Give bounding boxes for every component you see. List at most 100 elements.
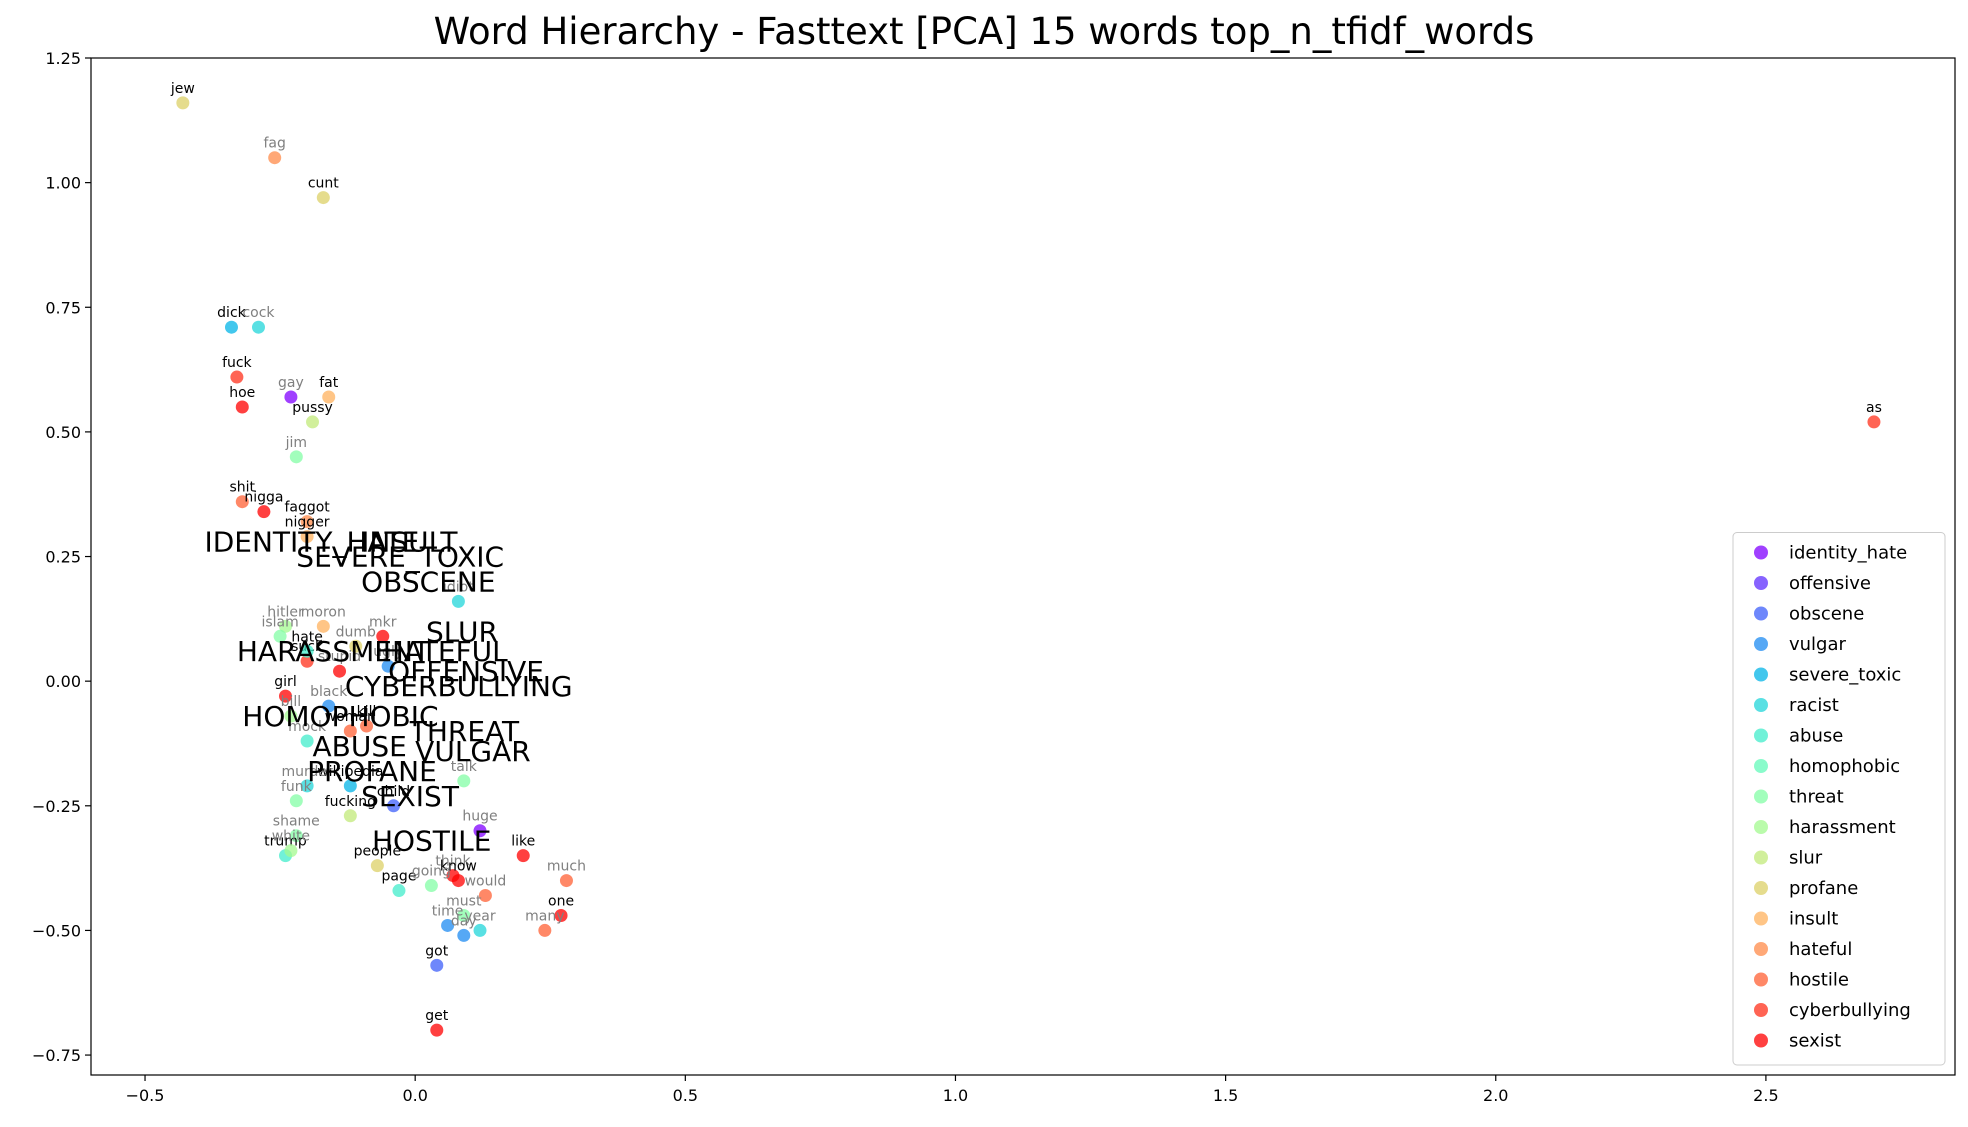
y-tick-label: 0.00 [45, 672, 81, 691]
data-point [554, 908, 568, 922]
y-tick-label: 0.75 [45, 298, 81, 317]
y-tick-label: 0.50 [45, 423, 81, 442]
point-word-label: trump [264, 834, 307, 850]
x-axis: −0.5 0.0 0.5 1.0 1.5 2.0 2.5 [126, 1075, 1779, 1105]
legend-marker [1754, 942, 1768, 956]
legend-entry-label: identity_hate [1789, 543, 1907, 564]
point-word-label: hate [291, 629, 323, 645]
data-point [284, 844, 298, 858]
category-label: HARASSMENT [237, 635, 431, 668]
data-point [284, 390, 298, 404]
data-point [300, 530, 314, 544]
category-label: SEVERE_TOXIC [296, 541, 504, 574]
point-word-label: as [1866, 400, 1882, 416]
legend-entry-label: hateful [1789, 939, 1852, 960]
x-tick-label: −0.5 [126, 1086, 165, 1105]
point-word-label: time [432, 903, 464, 919]
point-word-label: shame [273, 814, 320, 830]
legend-marker [1754, 789, 1768, 804]
point-word-label: get [425, 1008, 449, 1024]
data-point [370, 859, 384, 873]
point-word-label: huge [462, 809, 497, 825]
point-word-label: faggot [284, 500, 330, 516]
data-point [300, 734, 314, 748]
data-point [478, 889, 492, 903]
point-word-label: kill [357, 704, 377, 720]
category-label: PROFANE [307, 755, 437, 788]
data-point [257, 505, 271, 519]
point-word-label: jew [170, 81, 195, 97]
data-point [343, 809, 357, 823]
data-point [381, 659, 395, 673]
point-word-label: white [272, 829, 310, 845]
data-point [176, 96, 190, 110]
legend-marker [1754, 1033, 1768, 1048]
point-word-label: got [425, 943, 448, 959]
point-word-label: nigger [285, 515, 330, 531]
legend-entry-label: racist [1789, 695, 1839, 716]
point-word-label: fat [319, 375, 339, 391]
point-word-label: fucking [325, 794, 376, 810]
legend-entry-label: homophobic [1789, 756, 1900, 777]
y-tick-label: −0.25 [32, 797, 81, 816]
point-word-label: idiot [443, 579, 474, 595]
category-label: OBSCENE [361, 565, 495, 598]
category-label: ABUSE [313, 730, 407, 763]
x-tick-label: 2.0 [1483, 1086, 1508, 1105]
point-word-label: ugly [373, 644, 403, 660]
data-point [387, 799, 401, 813]
legend-entry-label: offensive [1789, 573, 1871, 594]
point-word-label: fag [263, 136, 285, 152]
category-label: IDENTITY_HATE [204, 526, 419, 559]
legend-marker [1754, 1003, 1768, 1017]
data-point [473, 923, 487, 937]
category-label: CYBERBULLYING [345, 670, 573, 703]
point-word-label: think [435, 854, 471, 870]
data-point [300, 779, 314, 793]
point-word-label: going [412, 864, 451, 880]
legend: identity_hate offensive obscene vulgar sever… [1732, 532, 1946, 1066]
point-word-label: many [525, 908, 564, 924]
data-point [424, 879, 438, 893]
x-tick-label: 0.0 [402, 1086, 427, 1105]
point-word-label: hitler [267, 604, 304, 620]
y-tick-label: −0.50 [32, 921, 81, 940]
data-point [473, 824, 487, 838]
x-tick-label: 1.5 [1213, 1086, 1238, 1105]
data-point [284, 709, 298, 723]
data-point [559, 874, 573, 888]
legend-marker [1754, 820, 1768, 834]
data-point [316, 619, 330, 633]
legend-box [1732, 532, 1946, 1066]
legend-entry-label: profane [1789, 878, 1858, 899]
data-point [279, 619, 293, 633]
legend-entry-label: hostile [1789, 970, 1849, 991]
point-word-label: shit [230, 480, 256, 496]
point-word-label: girl [274, 674, 296, 690]
data-point [279, 689, 293, 703]
category-label: HOMOPHOBIC [242, 700, 438, 733]
category-label: SLUR [426, 615, 498, 648]
data-point [306, 415, 320, 429]
data-point [289, 794, 303, 808]
data-point [360, 719, 374, 733]
legend-marker [1754, 637, 1768, 651]
data-point [300, 644, 314, 658]
data-point [273, 629, 287, 643]
legend-entry-label: sexist [1789, 1031, 1841, 1052]
data-point [457, 928, 471, 942]
point-word-label: black [310, 684, 348, 700]
legend-marker [1754, 911, 1768, 926]
point-word-label: year [464, 908, 495, 924]
data-point [343, 779, 357, 793]
plot-frame [90, 57, 1956, 1076]
y-tick-label: −0.75 [32, 1046, 81, 1065]
data-point [441, 918, 455, 932]
data-point [516, 849, 530, 863]
x-tick-label: 2.5 [1753, 1086, 1778, 1105]
legend-marker [1754, 759, 1768, 773]
data-point [457, 774, 471, 788]
point-word-label: one [548, 893, 574, 909]
data-point [235, 495, 249, 509]
